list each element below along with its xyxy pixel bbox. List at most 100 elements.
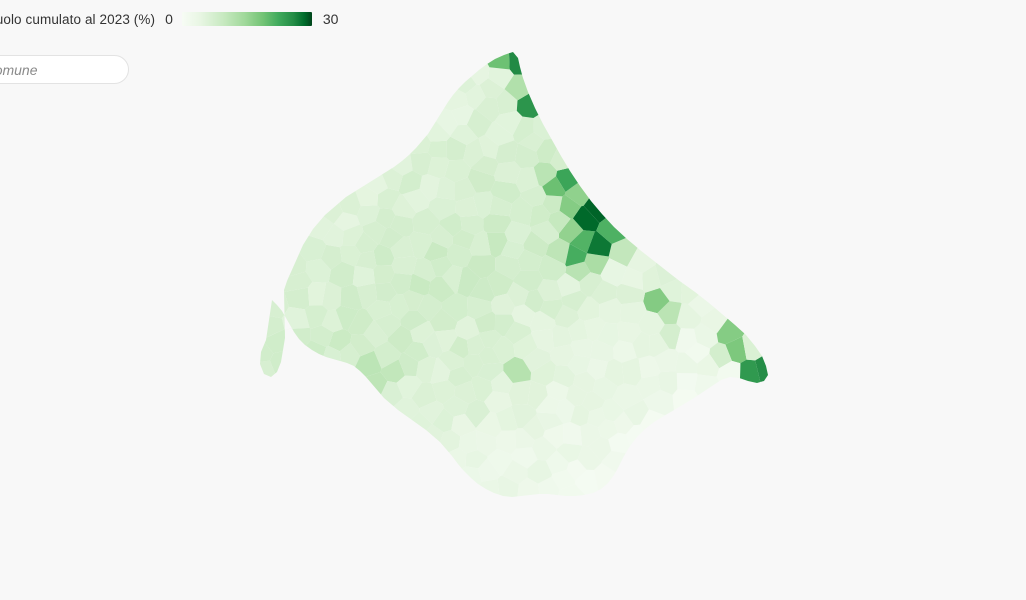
municipality-area[interactable] xyxy=(466,109,493,138)
municipality-area[interactable] xyxy=(601,450,626,473)
municipality-area[interactable] xyxy=(471,376,493,402)
municipality-area[interactable] xyxy=(355,250,377,270)
municipality-area[interactable] xyxy=(487,53,510,70)
municipality-area[interactable] xyxy=(577,445,602,470)
municipality-area[interactable] xyxy=(675,328,697,353)
municipality-area[interactable] xyxy=(266,316,285,338)
municipality-area[interactable] xyxy=(584,253,610,275)
municipality-area[interactable] xyxy=(436,176,455,200)
municipality-area[interactable] xyxy=(479,78,505,99)
municipality-area[interactable] xyxy=(305,258,331,283)
municipality-area[interactable] xyxy=(616,283,646,305)
municipality-area[interactable] xyxy=(260,360,276,377)
municipality-area[interactable] xyxy=(527,380,548,410)
municipality-area[interactable] xyxy=(675,352,698,374)
municipality-area[interactable] xyxy=(640,409,665,430)
municipality-area[interactable] xyxy=(700,307,728,334)
municipality-area[interactable] xyxy=(451,105,474,126)
municipality-area[interactable] xyxy=(478,329,502,349)
municipality-area[interactable] xyxy=(559,194,582,219)
municipality-area[interactable] xyxy=(516,93,539,118)
municipality-area[interactable] xyxy=(310,325,334,347)
municipality-area[interactable] xyxy=(410,135,431,155)
municipality-area[interactable] xyxy=(409,273,431,296)
municipality-area[interactable] xyxy=(676,303,702,329)
municipality-area[interactable] xyxy=(398,170,422,195)
municipality-area[interactable] xyxy=(483,214,512,233)
municipality-area[interactable] xyxy=(431,380,456,405)
municipality-area[interactable] xyxy=(410,321,435,343)
municipality-area[interactable] xyxy=(515,167,539,193)
municipality-area[interactable] xyxy=(457,76,477,94)
municipality-area[interactable] xyxy=(442,395,469,417)
municipality-area[interactable] xyxy=(455,196,479,217)
municipality-area[interactable] xyxy=(448,336,469,359)
municipality-area[interactable] xyxy=(565,261,591,282)
municipality-area[interactable] xyxy=(487,448,513,476)
municipality-area[interactable] xyxy=(515,428,535,449)
municipality-area[interactable] xyxy=(284,271,313,292)
municipality-area[interactable] xyxy=(513,333,538,360)
municipality-area[interactable] xyxy=(533,114,552,140)
municipality-area[interactable] xyxy=(716,360,741,382)
municipality-area[interactable] xyxy=(511,304,536,327)
municipality-area[interactable] xyxy=(450,124,478,145)
municipality-area[interactable] xyxy=(551,469,576,490)
municipality-area[interactable] xyxy=(322,281,342,311)
municipality-area[interactable] xyxy=(587,407,606,428)
municipality-area[interactable] xyxy=(530,360,556,386)
municipality-area[interactable] xyxy=(598,419,618,440)
municipality-area[interactable] xyxy=(427,157,450,179)
municipality-area[interactable] xyxy=(389,293,410,320)
municipality-area[interactable] xyxy=(590,339,614,362)
municipality-area[interactable] xyxy=(410,152,432,176)
municipality-area[interactable] xyxy=(308,216,334,241)
municipality-area[interactable] xyxy=(617,321,642,344)
municipality-area[interactable] xyxy=(657,301,682,325)
municipality-area[interactable] xyxy=(463,138,484,168)
municipality-area[interactable] xyxy=(600,258,628,287)
municipality-area[interactable] xyxy=(423,241,448,262)
municipality-area[interactable] xyxy=(503,356,532,383)
municipality-area[interactable] xyxy=(495,254,521,280)
municipality-area[interactable] xyxy=(740,359,761,383)
municipality-area[interactable] xyxy=(518,132,545,152)
municipality-area[interactable] xyxy=(592,376,619,401)
municipality-area[interactable] xyxy=(422,331,443,359)
municipality-area[interactable] xyxy=(289,252,307,277)
municipality-area[interactable] xyxy=(380,359,405,383)
municipality-area[interactable] xyxy=(506,281,529,307)
municipality-area[interactable] xyxy=(339,342,361,367)
municipality-area[interactable] xyxy=(458,430,478,454)
municipality-area[interactable] xyxy=(340,245,361,267)
municipality-area[interactable] xyxy=(599,298,622,324)
municipality-area[interactable] xyxy=(596,322,619,348)
municipality-area[interactable] xyxy=(355,185,378,207)
municipality-area[interactable] xyxy=(620,301,647,325)
municipality-area[interactable] xyxy=(638,355,661,379)
municipality-area[interactable] xyxy=(658,371,678,395)
municipality-area[interactable] xyxy=(577,296,600,321)
municipality-area[interactable] xyxy=(447,366,473,387)
municipality-area[interactable] xyxy=(573,371,596,393)
municipality-area[interactable] xyxy=(557,272,581,297)
municipality-area[interactable] xyxy=(441,265,463,294)
municipality-area[interactable] xyxy=(494,161,521,184)
municipality-area[interactable] xyxy=(638,310,665,336)
municipality-area[interactable] xyxy=(694,374,720,396)
municipality-area[interactable] xyxy=(465,84,486,110)
municipality-area[interactable] xyxy=(452,229,475,250)
municipality-area[interactable] xyxy=(466,334,485,355)
municipality-area[interactable] xyxy=(322,223,344,248)
municipality-area[interactable] xyxy=(379,227,404,249)
search-input[interactable] xyxy=(0,61,112,78)
municipality-area[interactable] xyxy=(409,231,433,259)
municipality-area[interactable] xyxy=(432,408,454,433)
municipality-area[interactable] xyxy=(742,333,763,361)
municipality-area[interactable] xyxy=(454,177,477,202)
municipality-area[interactable] xyxy=(486,232,508,258)
municipality-area[interactable] xyxy=(716,318,745,345)
municipality-area[interactable] xyxy=(484,391,512,414)
municipality-area[interactable] xyxy=(306,340,327,356)
